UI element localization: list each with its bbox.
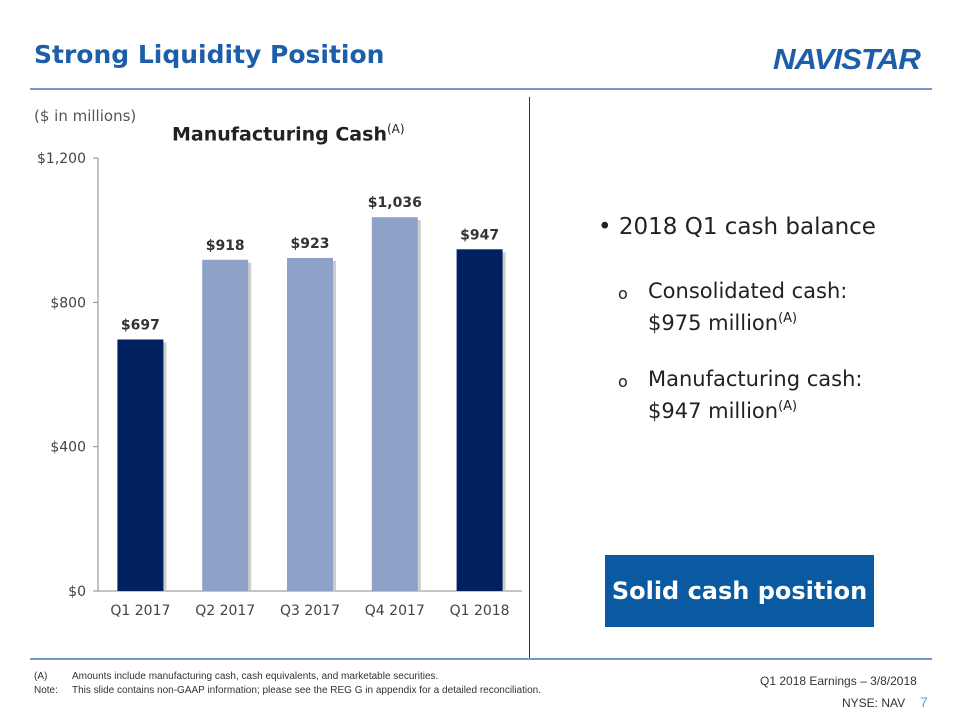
x-tick-label: Q1 2018 (450, 603, 510, 619)
bar-chart: $0 $400 $800 $1,200 $697 Q1 2017 $918 Q2 2017 $9… (37, 151, 522, 619)
top-rule (30, 88, 932, 90)
y-tick-label: $400 (50, 440, 86, 456)
slide-title: Strong Liquidity Position (34, 40, 385, 69)
data-label: $697 (121, 317, 160, 333)
x-tick-label: Q4 2017 (365, 603, 425, 619)
chart-title-sup: (A) (386, 122, 405, 136)
event-label: Q1 2018 Earnings – 3/8/2018 (760, 674, 917, 688)
bar (371, 217, 418, 591)
footnote-label: Note: (34, 685, 58, 696)
bullet-main: • 2018 Q1 cash balance (598, 214, 876, 240)
footnote-text: This slide contains non-GAAP information… (72, 685, 541, 696)
bar (117, 339, 164, 591)
circle-bullet-icon: o (618, 372, 628, 391)
bullet-list: • 2018 Q1 cash balance o Consolidated cas… (598, 214, 876, 423)
data-label: $1,036 (368, 195, 422, 211)
y-tick-label: $1,200 (37, 151, 86, 167)
bullet-sup: (A) (778, 399, 798, 414)
vertical-divider (529, 97, 530, 660)
y-tick-label: $800 (50, 295, 86, 311)
bullet-main-text: 2018 Q1 cash balance (618, 214, 876, 240)
data-label: $918 (206, 238, 245, 254)
data-label: $923 (291, 236, 330, 252)
bottom-rule (30, 658, 932, 660)
ticker-label: NYSE: NAV (842, 696, 906, 710)
footnote-text: Amounts include manufacturing cash, cash… (72, 671, 439, 682)
bullet-text: Consolidated cash: (648, 279, 848, 303)
chart-title: Manufacturing Cash(A) (172, 122, 405, 145)
footnote-note: Note: This slide contains non-GAAP inform… (34, 685, 541, 696)
footnote-label: (A) (34, 671, 48, 682)
bullet-value: $975 million (648, 311, 779, 335)
data-label: $947 (460, 227, 499, 243)
callout-box: Solid cash position (605, 555, 874, 627)
chart-title-text: Manufacturing Cash (172, 123, 387, 146)
page-number: 7 (920, 694, 928, 710)
y-tick-label: $0 (68, 584, 86, 600)
bar (202, 259, 249, 591)
circle-bullet-icon: o (618, 284, 628, 303)
bullet-text: Manufacturing cash: (648, 367, 863, 391)
bar (287, 257, 333, 591)
bullet-value: $947 million (648, 399, 779, 423)
bar (456, 249, 503, 591)
footnote-a: (A) Amounts include manufacturing cash, c… (34, 671, 438, 682)
bullet-sup: (A) (778, 311, 798, 326)
x-tick-label: Q2 2017 (195, 603, 255, 619)
x-tick-label: Q1 2017 (110, 603, 170, 619)
navistar-logo: NAVISTAR (773, 44, 921, 76)
bullet-item: o Manufacturing cash: $947 million(A) (618, 366, 863, 425)
bullet-item: o Consolidated cash: $975 million(A) (618, 278, 848, 337)
units-label: ($ in millions) (34, 107, 137, 125)
x-tick-label: Q3 2017 (280, 603, 340, 619)
